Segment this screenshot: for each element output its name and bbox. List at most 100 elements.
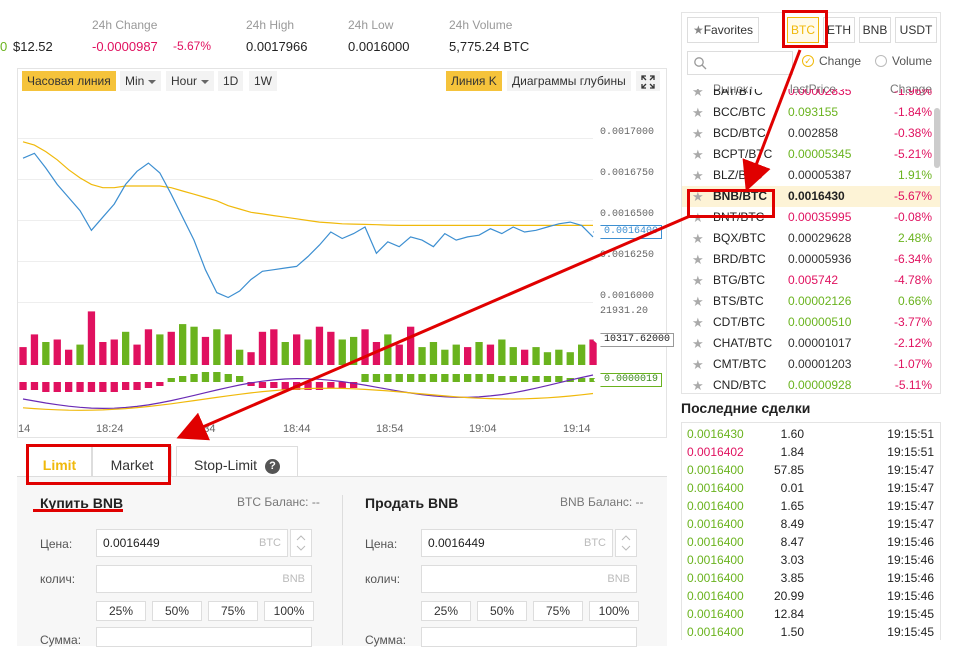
trade-time: 19:15:47 [887, 481, 934, 495]
favorites-label: Favorites [703, 23, 754, 37]
market-row[interactable]: ★ BCD/BTC 0.002858 -0.38% [682, 123, 940, 144]
star-icon[interactable]: ★ [692, 89, 704, 99]
macd-bar [486, 374, 495, 382]
market-list: ★ BAT/BTC 0.00002835 -1.96% ★ BCC/BTC 0.093155… [682, 89, 940, 393]
hour-dropdown[interactable]: Hour [166, 71, 215, 91]
star-icon[interactable]: ★ [692, 273, 704, 288]
buy-qty-input[interactable]: BNB [96, 565, 312, 593]
market-row[interactable]: ★ BCPT/BTC 0.00005345 -5.21% [682, 144, 940, 165]
market-change: -0.08% [893, 210, 932, 224]
star-icon[interactable]: ★ [692, 147, 704, 162]
trade-qty: 20.99 [773, 589, 804, 603]
market-change: -5.21% [893, 147, 932, 161]
volume-bar [498, 339, 506, 365]
quote-eth-tab[interactable]: ETH [823, 17, 855, 43]
buy-price-label: Цена: [40, 537, 73, 551]
market-row[interactable]: ★ BLZ/BTC 0.00005387 1.91% [682, 165, 940, 186]
star-icon[interactable]: ★ [692, 357, 704, 372]
tab-kline[interactable]: Линия K [446, 71, 502, 91]
sell-price-input[interactable]: 0.0016449 BTC [421, 529, 613, 557]
star-icon[interactable]: ★ [692, 294, 704, 309]
col-change-header[interactable]: Change [889, 82, 932, 96]
col-market-label: Рынок [713, 82, 749, 96]
radio-volume[interactable] [875, 55, 887, 67]
min-dropdown[interactable]: Min [120, 71, 162, 91]
sell-pct-100-button[interactable]: 100% [589, 601, 639, 621]
interval-1w[interactable]: 1W [249, 71, 277, 91]
buy-qty-unit: BNB [282, 573, 305, 585]
buy-pct-75-button[interactable]: 75% [208, 601, 258, 621]
market-row[interactable]: ★ BQX/BTC 0.00029628 2.48% [682, 228, 940, 249]
annotation-box-bnb [687, 189, 775, 218]
sell-sum-input[interactable] [421, 627, 637, 647]
sell-price-stepper[interactable] [615, 529, 637, 557]
trade-price: 0.0016400 [687, 607, 744, 621]
interval-1d[interactable]: 1D [218, 71, 244, 91]
volume-bar [99, 342, 107, 365]
macd-bar [258, 382, 267, 388]
star-icon[interactable]: ★ [692, 168, 704, 183]
trade-row: 0.0016400 12.84 19:15:45 [682, 605, 940, 623]
market-row[interactable]: ★ CMT/BTC 0.00001203 -1.07% [682, 354, 940, 375]
trade-price: 0.0016400 [687, 625, 744, 639]
quote-btc-tab[interactable]: BTC [787, 17, 819, 43]
market-row[interactable]: ★ CHAT/BTC 0.00001017 -2.12% [682, 333, 940, 354]
quote-usdt-tab[interactable]: USDT [895, 17, 937, 43]
star-icon[interactable]: ★ [692, 105, 704, 120]
macd-bar [99, 382, 107, 392]
macd-bar [543, 376, 552, 382]
star-icon[interactable]: ★ [692, 126, 704, 141]
volume-bar [555, 349, 563, 365]
macd-bar [327, 382, 335, 388]
scrollbar[interactable] [934, 108, 940, 168]
trade-time: 19:15:46 [887, 553, 934, 567]
col-last-header[interactable]: lastPrice [790, 82, 837, 96]
star-icon[interactable]: ★ [692, 315, 704, 330]
y-tick: 0.0016000 [600, 291, 655, 302]
trade-time: 19:15:47 [887, 499, 934, 513]
buy-pct-50-button[interactable]: 50% [152, 601, 202, 621]
volume-bar [65, 349, 73, 365]
star-icon[interactable]: ★ [692, 378, 704, 393]
market-row[interactable]: ★ BRD/BTC 0.00005936 -6.34% [682, 249, 940, 270]
star-icon[interactable]: ★ [692, 189, 704, 204]
market-row[interactable]: ★ BCC/BTC 0.093155 -1.84% [682, 102, 940, 123]
question-circle-icon[interactable]: ? [264, 458, 280, 474]
annotation-box-btc [782, 10, 828, 48]
buy-price-input[interactable]: 0.0016449 BTC [96, 529, 288, 557]
buy-sum-input[interactable] [96, 627, 312, 647]
star-icon[interactable]: ★ [692, 231, 704, 246]
star-icon[interactable]: ★ [692, 336, 704, 351]
market-row[interactable]: ★ CND/BTC 0.00000928 -5.11% [682, 375, 940, 393]
macd-bar [532, 376, 540, 382]
buy-pct-100-button[interactable]: 100% [264, 601, 314, 621]
sell-qty-input[interactable]: BNB [421, 565, 637, 593]
order-form: Купить BNB BTC Баланс: -- Цена: 0.001644… [17, 476, 667, 647]
market-price: 0.00002126 [788, 294, 852, 308]
volume-bar [315, 326, 324, 365]
quote-bnb-tab[interactable]: BNB [859, 17, 891, 43]
buy-pct-25-button[interactable]: 25% [96, 601, 146, 621]
market-row[interactable]: ★ BTG/BTC 0.005742 -4.78% [682, 270, 940, 291]
price-chart[interactable]: Часовая линия Min Hour 1D 1W Линия K Диа… [17, 68, 675, 438]
volume-bar [327, 331, 335, 365]
market-symbol: CND/BTC [713, 378, 767, 392]
sell-pct-25-button[interactable]: 25% [421, 601, 471, 621]
search-input[interactable] [687, 51, 793, 75]
volume-bar [19, 347, 27, 365]
market-row[interactable]: ★ BAT/BTC 0.00002835 -1.96% [682, 89, 940, 102]
tab-hour-line[interactable]: Часовая линия [22, 71, 116, 91]
market-row[interactable]: ★ CDT/BTC 0.00000510 -3.77% [682, 312, 940, 333]
volume-bar [566, 352, 574, 365]
tab-depth-chart[interactable]: Диаграммы глубины [507, 71, 631, 91]
trade-time: 19:15:45 [887, 607, 934, 621]
sell-pct-75-button[interactable]: 75% [533, 601, 583, 621]
favorites-button[interactable]: ★Favorites [687, 17, 759, 43]
expand-icon[interactable] [636, 71, 660, 91]
buy-price-stepper[interactable] [290, 529, 312, 557]
sell-pct-50-button[interactable]: 50% [477, 601, 527, 621]
star-icon[interactable]: ★ [692, 252, 704, 267]
macd-tag: 0.0000019 [593, 373, 663, 387]
market-row[interactable]: ★ BTS/BTC 0.00002126 0.66% [682, 291, 940, 312]
radio-change[interactable]: ✓ [802, 55, 814, 67]
